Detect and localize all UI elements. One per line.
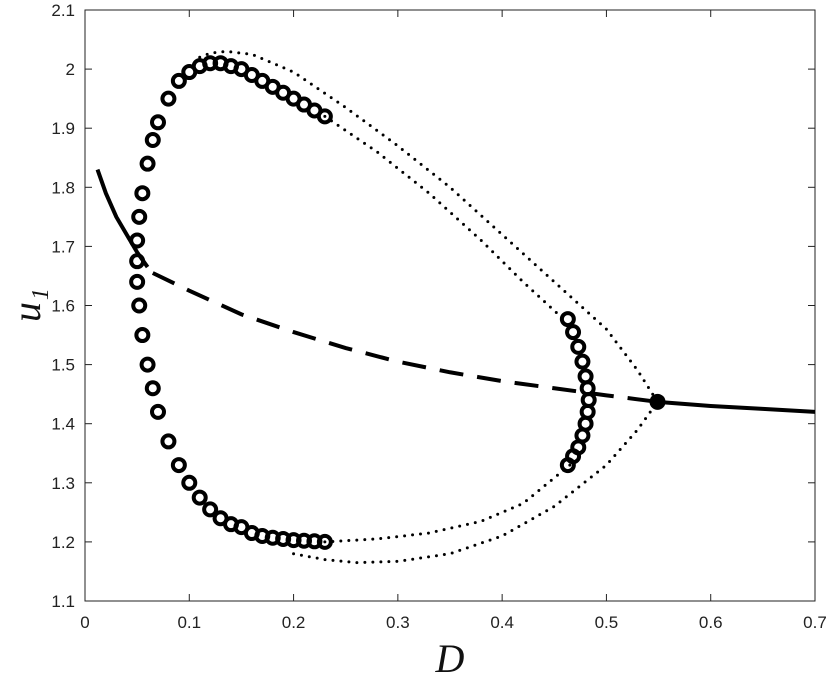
branch-dotted <box>292 400 660 565</box>
orbit-marker <box>191 489 208 506</box>
hopf-point <box>649 393 666 410</box>
orbit-marker <box>160 90 177 107</box>
y-tick-label: 2.1 <box>51 1 75 20</box>
branch-dotted <box>198 49 660 404</box>
y-tick-label: 1.6 <box>51 297 75 316</box>
plot-frame <box>84 9 816 602</box>
y-tick-label: 1.3 <box>51 474 75 493</box>
x-tick-label: 0.6 <box>699 613 723 632</box>
x-tick-label: 0.1 <box>177 613 201 632</box>
orbit-marker <box>181 474 198 491</box>
orbit-marker <box>144 380 161 397</box>
y-tick-label: 1.9 <box>51 119 75 138</box>
orbit-marker <box>129 232 146 249</box>
orbit-marker <box>559 457 576 474</box>
x-tick-label: 0.4 <box>490 613 514 632</box>
branch-dotted <box>323 463 572 544</box>
y-tick-label: 1.5 <box>51 356 75 375</box>
x-tick-label: 0.3 <box>386 613 410 632</box>
branch-solid <box>95 168 150 269</box>
orbit-marker <box>129 273 146 290</box>
x-axis-label: D <box>435 636 465 677</box>
x-tick-label: 0.7 <box>803 613 827 632</box>
orbit-marker <box>316 108 333 125</box>
y-tick-label: 1.4 <box>51 415 75 434</box>
orbit-marker <box>570 338 587 355</box>
x-tick-label: 0 <box>80 613 89 632</box>
orbit-marker <box>160 433 177 450</box>
x-tick-label: 0.2 <box>282 613 306 632</box>
orbit-marker <box>565 324 582 341</box>
branch-dashed <box>151 271 658 404</box>
orbit-marker <box>131 297 148 314</box>
orbit-marker <box>150 403 166 420</box>
y-tick-label: 1.7 <box>51 237 75 256</box>
orbit-marker <box>134 327 151 344</box>
orbit-marker <box>574 353 591 370</box>
orbit-marker <box>559 311 576 328</box>
orbit-marker <box>150 114 166 131</box>
orbit-marker <box>129 253 146 270</box>
orbit-marker <box>134 185 151 202</box>
orbit-marker <box>131 208 148 225</box>
y-tick-label: 1.1 <box>51 592 75 611</box>
y-tick-label: 1.2 <box>51 533 75 552</box>
orbit-marker <box>144 132 161 149</box>
y-tick-label: 1.8 <box>51 178 75 197</box>
orbit-marker <box>170 72 187 89</box>
orbit-marker <box>139 155 156 172</box>
branch-dotted <box>323 114 567 322</box>
x-tick-label: 0.5 <box>595 613 619 632</box>
y-tick-label: 2 <box>66 60 75 79</box>
orbit-marker <box>170 457 187 474</box>
orbit-marker <box>139 356 156 373</box>
y-axis-label: u₁ <box>4 288 49 322</box>
branch-solid <box>657 399 816 414</box>
orbit-marker <box>316 533 333 550</box>
orbit-marker <box>202 501 219 518</box>
